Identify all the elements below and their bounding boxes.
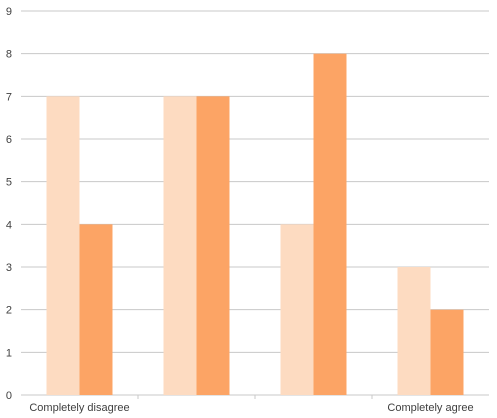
y-tick-label: 4 (6, 219, 12, 231)
bar-series-1 (280, 224, 314, 395)
bar-series-2 (430, 309, 464, 395)
bar-series-1 (163, 96, 197, 395)
y-tick-label: 6 (6, 134, 12, 146)
y-tick-label: 1 (6, 347, 12, 359)
bar-series-1 (397, 267, 431, 395)
y-tick-label: 3 (6, 262, 12, 274)
x-category-label: Completely disagree (29, 402, 129, 414)
y-tick-label: 7 (6, 91, 12, 103)
bar-series-2 (79, 224, 113, 395)
bar-series-2 (313, 53, 347, 396)
y-tick-label: 8 (6, 49, 12, 61)
bar-series-2 (196, 96, 230, 395)
x-category-label: Completely agree (387, 402, 473, 414)
y-tick-label: 2 (6, 305, 12, 317)
y-tick-label: 9 (6, 6, 12, 18)
bar-series-1 (46, 96, 80, 395)
y-tick-label: 0 (6, 390, 12, 402)
y-tick-label: 5 (6, 177, 12, 189)
